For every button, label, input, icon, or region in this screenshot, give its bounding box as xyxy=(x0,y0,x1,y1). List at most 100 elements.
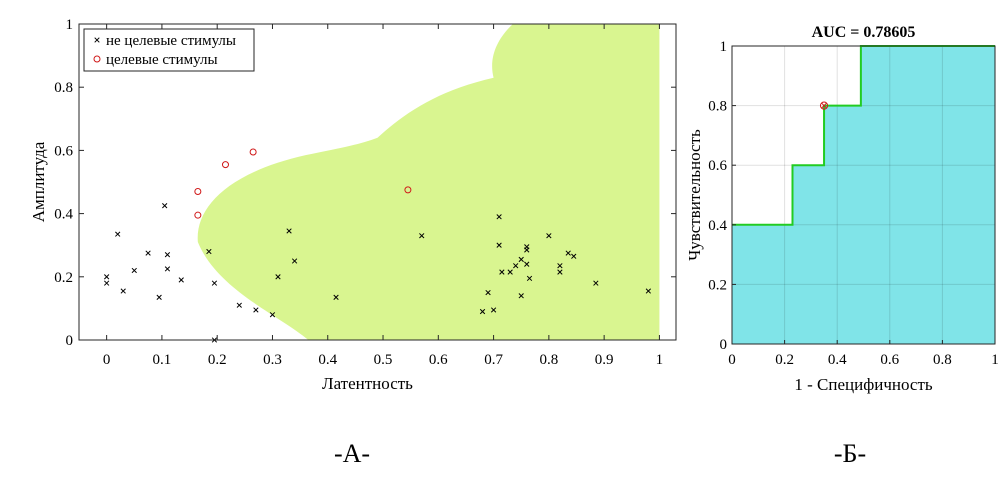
roc-area xyxy=(732,46,995,344)
roc-operating-point xyxy=(819,101,829,110)
target-point xyxy=(194,211,202,219)
nontarget-point xyxy=(103,280,110,286)
x-tick-label: 1 xyxy=(656,352,664,368)
nontarget-point xyxy=(145,250,151,256)
nontarget-point xyxy=(115,231,121,237)
x-tick-label: 0.2 xyxy=(775,352,794,368)
panel-label-b: -Б- xyxy=(834,439,866,468)
nontarget-point xyxy=(513,263,519,269)
nontarget-point xyxy=(546,233,552,239)
scatter-ticks: 0 0.1 0.2 0.3 0.4 0.5 0.6 0.7 0.8 0.9 1 0 0.2 0.4 0.6 0… xyxy=(54,17,676,368)
nontarget-point xyxy=(178,277,184,283)
nontarget-point xyxy=(419,233,425,239)
nontarget-point xyxy=(164,252,171,258)
nontarget-point xyxy=(496,242,502,248)
target-point xyxy=(194,187,202,195)
x-tick-label: 0 xyxy=(103,352,111,368)
x-tick-label: 0.9 xyxy=(595,352,614,368)
nontarget-point xyxy=(485,289,491,296)
nontarget-point xyxy=(131,267,137,274)
nontarget-point xyxy=(526,275,533,282)
nontarget-point xyxy=(253,307,259,313)
nontarget-point xyxy=(269,312,276,318)
nontarget-point xyxy=(565,250,571,256)
nontarget-point xyxy=(490,307,497,313)
y-tick-label: 0.2 xyxy=(54,270,73,286)
nontarget-point xyxy=(518,256,524,263)
nontarget-point xyxy=(507,269,513,275)
nontarget-point xyxy=(333,294,339,300)
y-tick-label: 0.4 xyxy=(54,207,73,223)
nontarget-point xyxy=(103,274,110,280)
legend-marker-nontarget xyxy=(94,37,100,43)
roc-x-axis-label: 1 - Специфичность xyxy=(794,375,932,394)
nontarget-point xyxy=(518,293,524,299)
nontarget-point xyxy=(557,263,563,269)
scatter-points xyxy=(103,148,652,343)
scatter-axes-box xyxy=(78,23,677,341)
nontarget-point xyxy=(557,269,563,275)
y-tick-label: 0 xyxy=(720,337,728,353)
y-tick-label: 0.6 xyxy=(708,158,727,174)
roc-curve xyxy=(732,45,995,226)
y-tick-label: 0.8 xyxy=(708,99,727,115)
nontarget-point xyxy=(499,269,505,275)
nontarget-point xyxy=(211,280,218,286)
scatter-legend: не целевые стимулы целевые стимулы xyxy=(83,28,255,72)
x-tick-label: 0 xyxy=(728,352,736,368)
x-tick-label: 1 xyxy=(991,352,999,368)
legend-label-nontarget: не целевые стимулы xyxy=(106,33,236,49)
legend-marker-target xyxy=(93,55,101,63)
y-tick-label: 0 xyxy=(66,333,74,349)
roc-ticks: 0 0.2 0.4 0.6 0.8 1 0 0.2 0.4 0.6 0.8 1 xyxy=(708,39,999,368)
nontarget-point xyxy=(286,228,292,234)
nontarget-point xyxy=(593,280,599,286)
nontarget-point xyxy=(206,248,212,255)
y-tick-label: 1 xyxy=(66,17,74,33)
x-tick-label: 0.8 xyxy=(933,352,952,368)
x-tick-label: 0.4 xyxy=(828,352,847,368)
legend-o-marker xyxy=(93,55,101,63)
y-tick-label: 1 xyxy=(720,39,728,55)
nontarget-point xyxy=(275,274,281,280)
x-tick-label: 0.3 xyxy=(263,352,282,368)
nontarget-point xyxy=(162,203,168,209)
nontarget-point xyxy=(479,308,486,315)
nontarget-point xyxy=(236,302,242,308)
target-point xyxy=(221,161,229,169)
scatter-plot: 0 0.1 0.2 0.3 0.4 0.5 0.6 0.7 0.8 0.9 1 0 0.2 0.4 0.6 0… xyxy=(29,17,677,393)
roc-y-axis-label: Чувствительность xyxy=(685,129,704,261)
target-point xyxy=(249,148,257,156)
nontarget-point xyxy=(120,288,126,294)
y-tick-label: 0.2 xyxy=(708,277,727,293)
operating-point-cross xyxy=(821,102,827,109)
x-tick-label: 0.4 xyxy=(318,352,337,368)
x-tick-label: 0.7 xyxy=(484,352,503,368)
nontarget-point xyxy=(571,253,577,259)
legend-label-target: целевые стимулы xyxy=(106,52,218,68)
x-tick-label: 0.2 xyxy=(208,352,227,368)
roc-axes-box xyxy=(731,45,996,345)
y-tick-label: 0.4 xyxy=(708,218,727,234)
y-tick-label: 0.6 xyxy=(54,143,73,159)
scatter-y-axis-label: Амплитуда xyxy=(29,141,48,222)
nontarget-point xyxy=(164,266,171,272)
x-tick-label: 0.5 xyxy=(374,352,393,368)
roc-plot: 0 0.2 0.4 0.6 0.8 1 0 0.2 0.4 0.6 0.8 1 AUC = 0.786… xyxy=(685,24,999,394)
legend-box xyxy=(83,28,255,72)
legend-x-marker xyxy=(94,37,100,43)
classification-region xyxy=(197,24,660,340)
scatter-x-axis-label: Латентность xyxy=(322,374,413,393)
nontarget-point xyxy=(496,214,502,220)
nontarget-point xyxy=(524,261,530,267)
target-point xyxy=(404,186,412,194)
nontarget-point xyxy=(645,288,652,294)
x-tick-label: 0.6 xyxy=(429,352,448,368)
x-tick-label: 0.1 xyxy=(153,352,172,368)
panel-label-a: -А- xyxy=(334,439,370,468)
operating-point-circle xyxy=(819,101,829,110)
y-tick-label: 0.8 xyxy=(54,80,73,96)
roc-title: AUC = 0.78605 xyxy=(812,24,916,41)
nontarget-point xyxy=(291,258,298,264)
